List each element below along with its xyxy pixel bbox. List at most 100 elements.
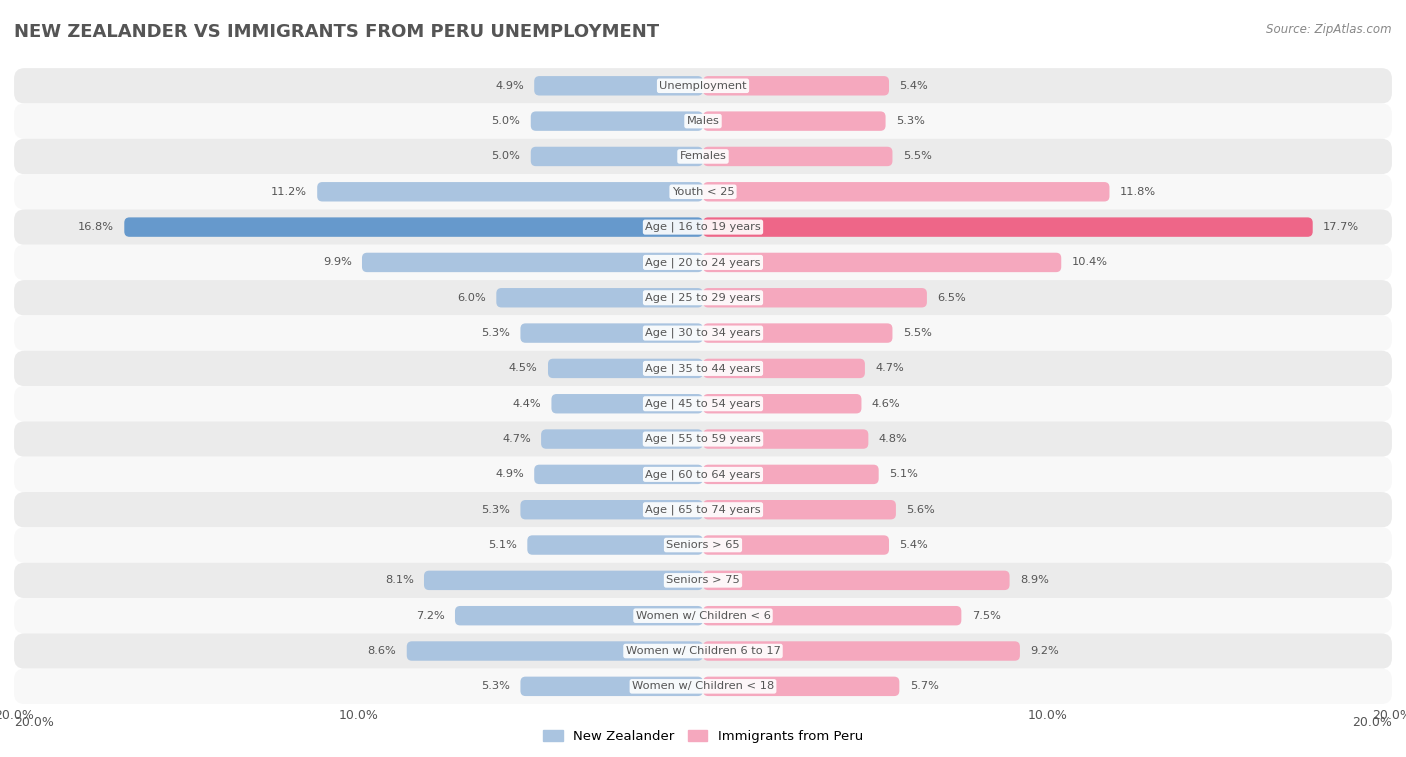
Text: 5.6%: 5.6% bbox=[907, 505, 935, 515]
Text: 4.7%: 4.7% bbox=[502, 434, 531, 444]
Text: Age | 20 to 24 years: Age | 20 to 24 years bbox=[645, 257, 761, 268]
FancyBboxPatch shape bbox=[14, 139, 1392, 174]
Text: Age | 30 to 34 years: Age | 30 to 34 years bbox=[645, 328, 761, 338]
Text: 5.1%: 5.1% bbox=[889, 469, 918, 479]
Text: 8.6%: 8.6% bbox=[368, 646, 396, 656]
Legend: New Zealander, Immigrants from Peru: New Zealander, Immigrants from Peru bbox=[537, 724, 869, 748]
FancyBboxPatch shape bbox=[703, 394, 862, 413]
Text: 5.3%: 5.3% bbox=[896, 116, 925, 126]
FancyBboxPatch shape bbox=[703, 571, 1010, 590]
Text: 7.2%: 7.2% bbox=[416, 611, 444, 621]
FancyBboxPatch shape bbox=[703, 677, 900, 696]
Text: 4.7%: 4.7% bbox=[875, 363, 904, 373]
FancyBboxPatch shape bbox=[456, 606, 703, 625]
FancyBboxPatch shape bbox=[703, 359, 865, 378]
FancyBboxPatch shape bbox=[14, 104, 1392, 139]
Text: 16.8%: 16.8% bbox=[77, 222, 114, 232]
Text: Age | 25 to 29 years: Age | 25 to 29 years bbox=[645, 292, 761, 303]
FancyBboxPatch shape bbox=[14, 316, 1392, 350]
Text: 5.3%: 5.3% bbox=[481, 681, 510, 691]
FancyBboxPatch shape bbox=[703, 288, 927, 307]
FancyBboxPatch shape bbox=[14, 668, 1392, 704]
Text: Source: ZipAtlas.com: Source: ZipAtlas.com bbox=[1267, 23, 1392, 36]
FancyBboxPatch shape bbox=[520, 500, 703, 519]
FancyBboxPatch shape bbox=[703, 465, 879, 484]
Text: 5.4%: 5.4% bbox=[900, 540, 928, 550]
FancyBboxPatch shape bbox=[703, 253, 1062, 273]
FancyBboxPatch shape bbox=[531, 147, 703, 167]
FancyBboxPatch shape bbox=[14, 634, 1392, 668]
Text: Males: Males bbox=[686, 116, 720, 126]
Text: 4.8%: 4.8% bbox=[879, 434, 907, 444]
FancyBboxPatch shape bbox=[703, 641, 1019, 661]
Text: NEW ZEALANDER VS IMMIGRANTS FROM PERU UNEMPLOYMENT: NEW ZEALANDER VS IMMIGRANTS FROM PERU UN… bbox=[14, 23, 659, 41]
FancyBboxPatch shape bbox=[14, 598, 1392, 634]
FancyBboxPatch shape bbox=[14, 68, 1392, 104]
Text: Women w/ Children < 6: Women w/ Children < 6 bbox=[636, 611, 770, 621]
FancyBboxPatch shape bbox=[361, 253, 703, 273]
Text: 4.5%: 4.5% bbox=[509, 363, 537, 373]
Text: 11.2%: 11.2% bbox=[271, 187, 307, 197]
FancyBboxPatch shape bbox=[703, 182, 1109, 201]
FancyBboxPatch shape bbox=[496, 288, 703, 307]
Text: 11.8%: 11.8% bbox=[1119, 187, 1156, 197]
Text: 9.9%: 9.9% bbox=[323, 257, 352, 267]
FancyBboxPatch shape bbox=[406, 641, 703, 661]
Text: 8.9%: 8.9% bbox=[1019, 575, 1049, 585]
FancyBboxPatch shape bbox=[14, 422, 1392, 456]
FancyBboxPatch shape bbox=[703, 606, 962, 625]
FancyBboxPatch shape bbox=[531, 111, 703, 131]
FancyBboxPatch shape bbox=[14, 280, 1392, 316]
Text: Age | 60 to 64 years: Age | 60 to 64 years bbox=[645, 469, 761, 480]
Text: 4.9%: 4.9% bbox=[495, 469, 524, 479]
FancyBboxPatch shape bbox=[703, 429, 869, 449]
Text: 5.5%: 5.5% bbox=[903, 151, 932, 161]
FancyBboxPatch shape bbox=[703, 500, 896, 519]
Text: Age | 65 to 74 years: Age | 65 to 74 years bbox=[645, 504, 761, 515]
Text: Seniors > 65: Seniors > 65 bbox=[666, 540, 740, 550]
FancyBboxPatch shape bbox=[541, 429, 703, 449]
FancyBboxPatch shape bbox=[520, 677, 703, 696]
Text: Women w/ Children 6 to 17: Women w/ Children 6 to 17 bbox=[626, 646, 780, 656]
FancyBboxPatch shape bbox=[527, 535, 703, 555]
Text: 5.3%: 5.3% bbox=[481, 328, 510, 338]
Text: 5.7%: 5.7% bbox=[910, 681, 939, 691]
Text: 4.4%: 4.4% bbox=[512, 399, 541, 409]
Text: 5.4%: 5.4% bbox=[900, 81, 928, 91]
FancyBboxPatch shape bbox=[534, 465, 703, 484]
Text: 4.6%: 4.6% bbox=[872, 399, 900, 409]
Text: Age | 45 to 54 years: Age | 45 to 54 years bbox=[645, 398, 761, 409]
Text: 5.5%: 5.5% bbox=[903, 328, 932, 338]
Text: 8.1%: 8.1% bbox=[385, 575, 413, 585]
Text: Females: Females bbox=[679, 151, 727, 161]
FancyBboxPatch shape bbox=[14, 528, 1392, 562]
FancyBboxPatch shape bbox=[703, 76, 889, 95]
Text: Seniors > 75: Seniors > 75 bbox=[666, 575, 740, 585]
Text: Age | 55 to 59 years: Age | 55 to 59 years bbox=[645, 434, 761, 444]
FancyBboxPatch shape bbox=[703, 535, 889, 555]
Text: 6.5%: 6.5% bbox=[938, 293, 966, 303]
FancyBboxPatch shape bbox=[14, 562, 1392, 598]
Text: 5.1%: 5.1% bbox=[488, 540, 517, 550]
Text: 9.2%: 9.2% bbox=[1031, 646, 1059, 656]
FancyBboxPatch shape bbox=[703, 323, 893, 343]
FancyBboxPatch shape bbox=[703, 217, 1313, 237]
Text: 5.0%: 5.0% bbox=[492, 151, 520, 161]
FancyBboxPatch shape bbox=[14, 350, 1392, 386]
Text: 20.0%: 20.0% bbox=[1353, 716, 1392, 730]
FancyBboxPatch shape bbox=[425, 571, 703, 590]
FancyBboxPatch shape bbox=[14, 492, 1392, 528]
FancyBboxPatch shape bbox=[14, 386, 1392, 422]
FancyBboxPatch shape bbox=[14, 456, 1392, 492]
FancyBboxPatch shape bbox=[124, 217, 703, 237]
Text: 4.9%: 4.9% bbox=[495, 81, 524, 91]
FancyBboxPatch shape bbox=[14, 210, 1392, 245]
Text: Unemployment: Unemployment bbox=[659, 81, 747, 91]
FancyBboxPatch shape bbox=[703, 147, 893, 167]
Text: 10.4%: 10.4% bbox=[1071, 257, 1108, 267]
Text: Age | 16 to 19 years: Age | 16 to 19 years bbox=[645, 222, 761, 232]
FancyBboxPatch shape bbox=[318, 182, 703, 201]
FancyBboxPatch shape bbox=[551, 394, 703, 413]
Text: 6.0%: 6.0% bbox=[457, 293, 486, 303]
FancyBboxPatch shape bbox=[14, 245, 1392, 280]
